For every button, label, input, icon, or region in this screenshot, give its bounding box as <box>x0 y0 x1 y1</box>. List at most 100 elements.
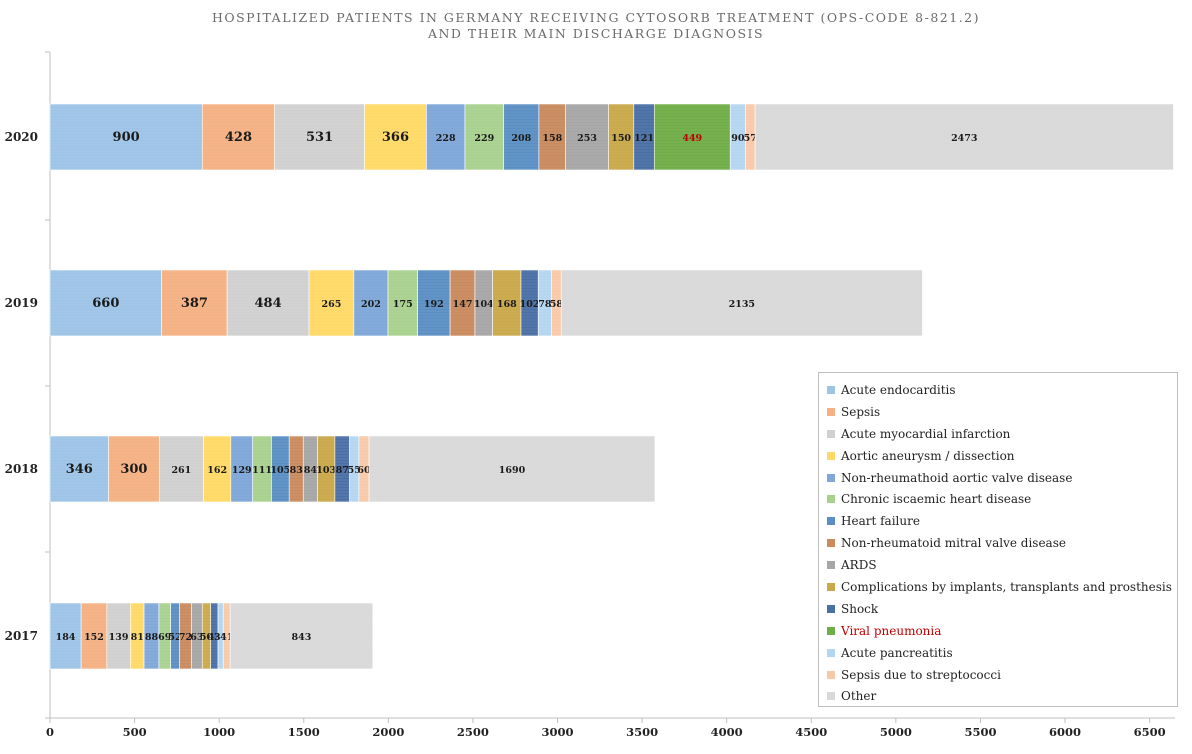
category-label-2020: 2020 <box>5 130 38 144</box>
bar-segment-2020-aortic-aneurysm-dissection <box>364 103 427 171</box>
bar-segment-2018-acute-endocarditis <box>49 435 109 503</box>
data-label-2020-5: 229 <box>474 133 494 144</box>
data-label-2020-0: 900 <box>113 130 140 145</box>
x-tick-label: 1000 <box>203 725 235 739</box>
data-label-2018-4: 129 <box>232 465 252 476</box>
data-label-2017-7: 72 <box>179 632 192 643</box>
data-label-2017-2: 139 <box>109 632 129 643</box>
bar-segment-2019-aortic-aneurysm-dissection <box>308 269 355 337</box>
data-label-2018-13: 60 <box>357 465 371 476</box>
data-label-2020-13: 57 <box>744 133 757 144</box>
data-label-2018-9: 103 <box>316 465 336 476</box>
legend-item-complications-by-implants-transplants-and-prosthesis: Complications by implants, transplants a… <box>827 576 1177 598</box>
data-label-2019-0: 660 <box>92 296 119 311</box>
data-label-2020-1: 428 <box>225 130 252 145</box>
data-label-2019-8: 104 <box>474 299 494 310</box>
x-tick-label: 4500 <box>795 725 827 739</box>
x-tick-label: 0 <box>46 725 54 739</box>
data-label-2019-2: 484 <box>254 296 281 311</box>
x-tick-label: 5000 <box>880 725 912 739</box>
data-label-2019-14: 2135 <box>729 299 755 310</box>
data-label-2017-5: 69 <box>158 632 172 643</box>
legend-item-chronic-iscaemic-heart-disease: Chronic iscaemic heart disease <box>827 488 1177 510</box>
data-label-2020-9: 150 <box>611 133 631 144</box>
category-label-2019: 2019 <box>5 296 38 310</box>
data-label-2020-7: 158 <box>542 133 562 144</box>
legend-item-heart-failure: Heart failure <box>827 510 1177 532</box>
bar-segment-2018-other <box>368 435 656 503</box>
data-label-2019-13: 58 <box>550 299 564 310</box>
legend-swatch <box>827 692 835 701</box>
legend-swatch <box>827 561 835 570</box>
data-label-2020-4: 228 <box>436 133 456 144</box>
legend-swatch <box>827 670 835 679</box>
legend-label: Complications by implants, transplants a… <box>841 579 1172 594</box>
legend-item-sepsis: Sepsis <box>827 401 1177 423</box>
legend-label: Sepsis due to streptococci <box>841 667 1001 682</box>
legend-label: Shock <box>841 601 879 616</box>
legend-label: Non-rheumatoid mitral valve disease <box>841 536 1066 551</box>
legend-label: ARDS <box>841 558 877 573</box>
chart-legend: Acute endocarditis Sepsis Acute myocardial… <box>818 372 1178 707</box>
bar-segment-2020-sepsis <box>201 103 275 171</box>
legend-swatch <box>827 517 835 526</box>
data-label-2019-3: 265 <box>321 299 341 310</box>
legend-label: Sepsis <box>841 404 881 419</box>
x-tick-label: 3000 <box>542 725 574 739</box>
legend-swatch <box>827 648 835 657</box>
data-label-2018-2: 261 <box>171 465 191 476</box>
legend-label: Acute myocardial infarction <box>841 426 1011 441</box>
legend-item-other: Other <box>827 685 1177 707</box>
data-label-2019-1: 387 <box>181 296 208 311</box>
data-label-2017-1: 152 <box>84 632 104 643</box>
x-tick-label: 6500 <box>1134 725 1166 739</box>
chart-title-line-2: AND THEIR MAIN DISCHARGE DIAGNOSIS <box>427 26 765 41</box>
data-label-2017-4: 88 <box>145 632 159 643</box>
legend-label: Chronic iscaemic heart disease <box>841 492 1032 507</box>
legend-swatch <box>827 451 835 460</box>
legend-swatch <box>827 407 835 416</box>
legend-swatch <box>827 473 835 482</box>
data-label-2018-10: 87 <box>336 465 349 476</box>
data-label-2019-4: 202 <box>361 299 381 310</box>
bar-segment-2019-non-rheumatoid-mitral-valve-disease <box>449 269 476 337</box>
data-label-2020-11: 449 <box>682 133 702 144</box>
legend-swatch <box>827 495 835 504</box>
x-tick-label: 6000 <box>1049 725 1081 739</box>
chart-title-line-1: HOSPITALIZED PATIENTS IN GERMANY RECEIVI… <box>211 10 981 25</box>
legend-label: Aortic aneurysm / dissection <box>841 448 1015 463</box>
x-tick-label: 2000 <box>372 725 404 739</box>
x-tick-label: 500 <box>123 725 147 739</box>
data-label-2018-7: 83 <box>290 465 303 476</box>
data-label-2020-10: 121 <box>634 133 654 144</box>
legend-label: Acute endocarditis <box>841 382 956 397</box>
legend-swatch <box>827 539 835 548</box>
legend-label: Other <box>841 689 877 704</box>
data-label-2019-12: 78 <box>538 299 552 310</box>
legend-swatch <box>827 582 835 591</box>
data-label-2019-10: 102 <box>520 299 540 310</box>
bar-segment-2017-other <box>229 602 374 670</box>
category-label-2018: 2018 <box>5 462 38 476</box>
legend-swatch <box>827 385 835 394</box>
bar-segment-2019-heart-failure <box>417 269 451 337</box>
bar-segment-2020-heart-failure <box>503 103 540 171</box>
data-label-2017-14: 843 <box>292 632 312 643</box>
data-label-2018-0: 346 <box>66 462 93 477</box>
data-label-2017-9: 50 <box>200 632 214 643</box>
x-tick-label: 3500 <box>626 725 658 739</box>
bar-segment-2019-sepsis <box>161 269 228 337</box>
data-label-2020-3: 366 <box>382 130 409 145</box>
bar-segment-2020-acute-endocarditis <box>49 103 203 171</box>
bar-segment-2019-acute-myocardial-infarction <box>226 269 310 337</box>
data-label-2017-12: 31 <box>214 632 227 643</box>
data-label-2019-6: 192 <box>424 299 444 310</box>
legend-item-viral-pneumonia: Viral pneumonia <box>827 620 1177 642</box>
legend-item-ards: ARDS <box>827 554 1177 576</box>
data-label-2020-12: 90 <box>731 133 745 144</box>
bar-segment-2019-chronic-iscaemic-heart-disease <box>387 269 418 337</box>
data-label-2018-3: 162 <box>207 465 227 476</box>
legend-label: Viral pneumonia <box>841 623 942 638</box>
bar-segment-2020-acute-myocardial-infarction <box>274 103 365 171</box>
